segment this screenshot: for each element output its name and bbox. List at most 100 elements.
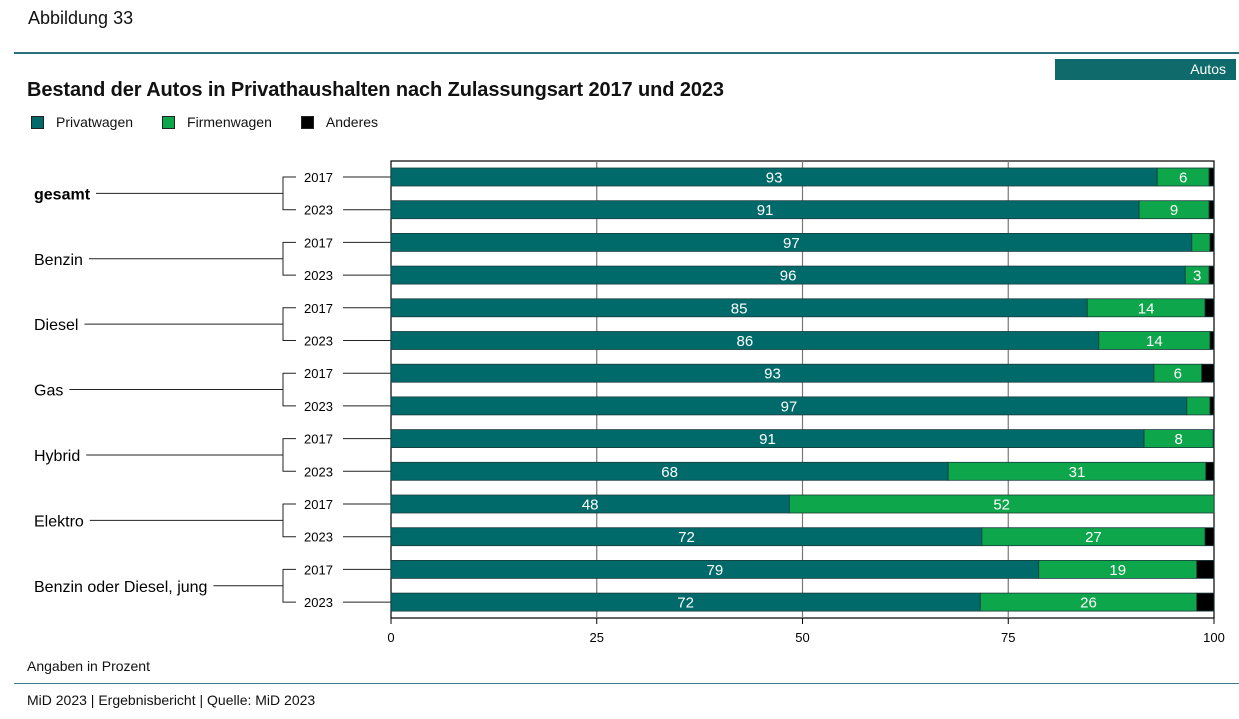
bar-row: 48 52 xyxy=(390,494,1215,514)
figure-number: Abbildung 33 xyxy=(28,8,134,28)
bar-segment-anderes xyxy=(1205,461,1215,481)
year-label: 2017 xyxy=(304,562,333,577)
bar-row: 85 14 xyxy=(390,298,1215,318)
bracket xyxy=(282,241,296,276)
year-label: 2023 xyxy=(304,334,333,349)
x-tick-label: 75 xyxy=(1001,630,1015,645)
bar-segment-anderes xyxy=(1204,298,1215,318)
data-label-privatwagen: 93 xyxy=(766,170,783,187)
source-line: MiD 2023 | Ergebnisbericht | Quelle: MiD… xyxy=(27,692,316,708)
data-label-privatwagen: 97 xyxy=(783,235,800,252)
year-label: 2017 xyxy=(304,497,333,512)
bracket xyxy=(282,372,296,407)
bar-row: 93 6 xyxy=(390,167,1215,187)
year-label: 2023 xyxy=(304,464,333,479)
bar-segment-anderes xyxy=(1201,363,1215,383)
bar-row: 96 3 xyxy=(390,265,1215,285)
category-label: Benzin xyxy=(34,252,83,269)
unit-note: Angaben in Prozent xyxy=(27,658,150,674)
data-label-privatwagen: 93 xyxy=(764,366,781,383)
category-label: Hybrid xyxy=(34,448,80,465)
data-label-firmenwagen: 14 xyxy=(1146,333,1163,350)
legend-item-anderes: Anderes xyxy=(300,114,379,130)
bar-segment-anderes xyxy=(1208,200,1215,220)
legend-label-firmenwagen: Firmenwagen xyxy=(187,114,272,130)
x-tick-label: 50 xyxy=(795,630,809,645)
legend-swatch-privatwagen xyxy=(31,115,44,129)
data-label-firmenwagen: 27 xyxy=(1085,529,1102,546)
bar-segment-firmenwagen xyxy=(1191,233,1211,252)
data-label-firmenwagen: 14 xyxy=(1138,300,1155,317)
legend-item-firmenwagen: Firmenwagen xyxy=(162,114,272,130)
year-label: 2023 xyxy=(304,268,333,283)
bar-row: 79 19 xyxy=(390,559,1215,579)
bar-segment-anderes xyxy=(1209,331,1215,350)
data-label-privatwagen: 72 xyxy=(677,595,694,612)
bracket xyxy=(282,438,296,472)
data-label-firmenwagen: 3 xyxy=(1193,268,1201,285)
chart-title: Bestand der Autos in Privathaushalten na… xyxy=(27,79,724,101)
bar-row: 91 8 xyxy=(390,429,1215,449)
footer-divider xyxy=(14,683,1239,684)
year-label: 2023 xyxy=(304,595,333,610)
bar-row: 97 xyxy=(390,396,1215,416)
data-label-privatwagen: 96 xyxy=(780,268,797,285)
bar-segment-anderes xyxy=(1212,429,1215,449)
data-label-privatwagen: 97 xyxy=(781,398,798,415)
bar-segment-anderes xyxy=(1208,167,1215,187)
legend-swatch-firmenwagen xyxy=(162,115,176,129)
bar-segment-anderes xyxy=(1209,396,1215,416)
year-label: 2017 xyxy=(304,366,333,381)
bar-segment-firmenwagen xyxy=(1186,396,1211,416)
bracket xyxy=(282,568,296,603)
data-label-firmenwagen: 6 xyxy=(1174,366,1182,383)
data-label-firmenwagen: 31 xyxy=(1069,464,1086,481)
data-label-firmenwagen: 19 xyxy=(1109,562,1126,579)
year-label: 2017 xyxy=(304,301,333,316)
x-tick-label: 25 xyxy=(590,630,604,645)
x-tick-label: 0 xyxy=(387,630,394,645)
legend-label-privatwagen: Privatwagen xyxy=(56,114,134,130)
year-label: 2023 xyxy=(304,203,333,218)
bar-segment-anderes xyxy=(1208,265,1215,285)
legend-swatch-anderes xyxy=(300,115,314,129)
bar-segment-anderes xyxy=(1196,592,1215,612)
bracket xyxy=(282,503,296,538)
category-label: Benzin oder Diesel, jung xyxy=(34,579,207,596)
data-label-privatwagen: 91 xyxy=(757,202,774,219)
bar-segment-anderes xyxy=(1204,527,1215,547)
bracket xyxy=(282,176,296,211)
data-label-firmenwagen: 6 xyxy=(1179,170,1187,187)
data-label-privatwagen: 86 xyxy=(737,333,754,350)
data-label-firmenwagen: 26 xyxy=(1080,595,1097,612)
data-label-firmenwagen: 9 xyxy=(1170,202,1178,219)
bar-row: 93 6 xyxy=(390,363,1215,383)
category-label: gesamt xyxy=(34,186,91,203)
data-label-privatwagen: 48 xyxy=(582,497,599,514)
legend-label-anderes: Anderes xyxy=(325,114,379,130)
category-label: Diesel xyxy=(34,317,78,334)
legend: Privatwagen Firmenwagen Anderes xyxy=(31,114,407,130)
bar-segment-anderes xyxy=(1196,559,1215,579)
data-label-privatwagen: 68 xyxy=(661,464,678,481)
x-tick-label: 100 xyxy=(1203,630,1225,645)
data-label-firmenwagen: 8 xyxy=(1174,431,1182,448)
bar-row: 97 xyxy=(390,233,1215,252)
bar-row: 72 26 xyxy=(390,592,1215,612)
bracket xyxy=(282,307,296,341)
data-label-privatwagen: 91 xyxy=(759,431,776,448)
category-label: Gas xyxy=(34,383,63,400)
data-label-firmenwagen: 52 xyxy=(993,497,1010,514)
year-label: 2023 xyxy=(304,399,333,414)
bar-row: 91 9 xyxy=(390,200,1215,220)
topic-tag: Autos xyxy=(1055,59,1236,80)
year-label: 2017 xyxy=(304,432,333,447)
year-label: 2017 xyxy=(304,235,333,250)
year-label: 2017 xyxy=(304,170,333,185)
header-divider xyxy=(14,52,1239,54)
data-label-privatwagen: 85 xyxy=(731,300,748,317)
year-label: 2023 xyxy=(304,530,333,545)
data-label-privatwagen: 72 xyxy=(678,529,695,546)
data-label-privatwagen: 79 xyxy=(707,562,724,579)
